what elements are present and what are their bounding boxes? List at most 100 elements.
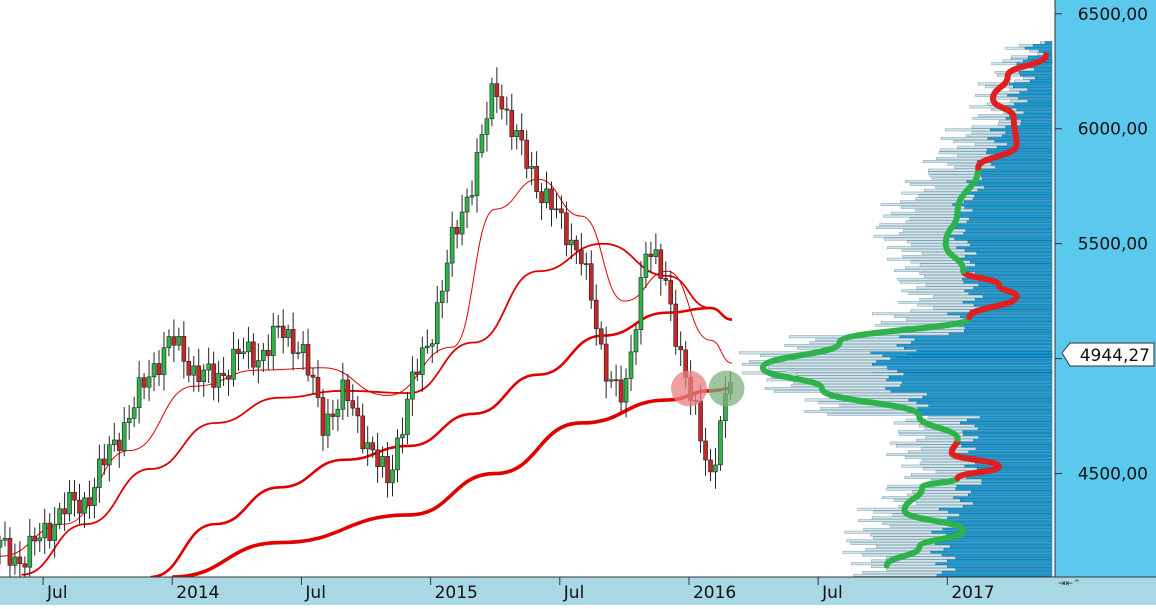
- profile-bar-light: [905, 418, 968, 422]
- profile-bar: [951, 223, 1053, 227]
- plot-background: [0, 0, 1055, 577]
- profile-bar: [957, 441, 1053, 445]
- profile-bar-light: [898, 300, 964, 304]
- candle-down: [564, 212, 569, 246]
- profile-bar-light: [876, 545, 951, 548]
- profile-bar-light: [915, 502, 974, 505]
- candle-down: [345, 379, 351, 401]
- candle-up: [126, 418, 132, 424]
- candle-down: [678, 346, 683, 351]
- profile-bar-light: [893, 315, 961, 318]
- profile-bar: [903, 372, 1053, 376]
- candle-down: [663, 278, 669, 281]
- profile-bar: [904, 346, 1053, 350]
- candle-up: [424, 345, 430, 349]
- candle-down: [266, 349, 271, 356]
- profile-bar: [952, 203, 1053, 206]
- candle-up: [569, 239, 574, 246]
- profile-bar-light: [901, 191, 966, 195]
- profile-bar-light: [993, 96, 1019, 100]
- profile-bar-light: [945, 128, 991, 132]
- profile-bar-light: [998, 122, 1022, 126]
- candle-down: [32, 535, 38, 542]
- candle-up: [439, 290, 445, 304]
- profile-bar-light: [862, 571, 943, 574]
- profile-bar: [981, 481, 1053, 485]
- profile-bar-light: [999, 119, 1022, 123]
- candle-up: [449, 227, 455, 264]
- x-tick-label: Jul: [304, 583, 326, 603]
- profile-bar-light: [919, 461, 976, 465]
- y-tick-label: 6000,00: [1078, 120, 1148, 140]
- profile-bar-light: [876, 226, 951, 229]
- profile-bar: [956, 246, 1053, 250]
- profile-bar-light: [871, 559, 948, 563]
- profile-bar: [1003, 105, 1053, 109]
- profile-bar: [935, 542, 1053, 545]
- profile-bar: [954, 237, 1053, 241]
- profile-bar-light: [906, 240, 969, 244]
- candle-up: [37, 537, 43, 542]
- profile-bar: [948, 234, 1053, 238]
- profile-bar: [947, 565, 1053, 568]
- profile-bar: [1021, 119, 1053, 123]
- candle-up: [231, 348, 236, 380]
- profile-bar: [876, 360, 1053, 363]
- profile-bar: [977, 188, 1053, 192]
- profile-bar-light: [804, 410, 909, 413]
- candle-up: [261, 349, 266, 361]
- profile-bar: [1018, 71, 1053, 74]
- profile-bar: [962, 430, 1053, 433]
- profile-bar: [963, 200, 1053, 204]
- y-tick-label: 5500,00: [1078, 235, 1148, 255]
- profile-bar: [955, 556, 1053, 560]
- profile-bar: [974, 424, 1053, 428]
- candle-up: [97, 458, 102, 488]
- profile-curve-segment: [942, 164, 982, 275]
- candle-up: [131, 407, 137, 419]
- candle-up: [121, 422, 127, 451]
- candle-down: [226, 375, 231, 380]
- profile-bar-light: [894, 269, 961, 273]
- candle-down: [171, 336, 177, 346]
- profile-bar: [975, 263, 1053, 267]
- scroll-arrows-icon[interactable]: ⇥⇤⌃: [1058, 579, 1081, 589]
- candle-up: [136, 377, 142, 409]
- scroll-arrows[interactable]: ⇥⇤⌃: [1058, 579, 1081, 589]
- profile-bar: [890, 390, 1053, 393]
- candle-down: [360, 415, 366, 450]
- candle-down: [549, 188, 554, 210]
- profile-bar-light: [1037, 52, 1044, 56]
- profile-bar: [980, 168, 1053, 172]
- candle-down: [102, 458, 107, 466]
- profile-bar: [975, 272, 1053, 275]
- profile-bar: [930, 550, 1053, 554]
- profile-bar: [964, 191, 1053, 195]
- profile-bar-light: [910, 309, 971, 313]
- profile-bar: [921, 413, 1053, 416]
- profile-bar: [888, 375, 1053, 379]
- profile-bar: [996, 145, 1053, 149]
- candle-up: [0, 539, 3, 548]
- candle-down: [280, 325, 286, 339]
- profile-bar-light: [965, 134, 1003, 137]
- profile-bar-light: [851, 562, 936, 566]
- profile-bar: [1001, 134, 1053, 137]
- candle-up: [275, 325, 281, 328]
- profile-bar: [949, 545, 1053, 548]
- candle-up: [464, 196, 470, 213]
- profile-bar: [954, 214, 1053, 218]
- profile-bar-light: [879, 223, 953, 227]
- profile-bar: [900, 384, 1053, 387]
- profile-bar: [1005, 131, 1053, 135]
- profile-bar: [955, 487, 1053, 491]
- profile-bar: [975, 461, 1053, 465]
- profile-bar-light: [901, 464, 965, 468]
- profile-bar: [950, 226, 1053, 229]
- profile-bar: [939, 507, 1053, 511]
- profile-bar: [1018, 96, 1053, 100]
- profile-bar: [968, 493, 1053, 497]
- profile-bar: [978, 283, 1053, 287]
- candle-down: [658, 249, 664, 279]
- profile-bar-light: [957, 145, 998, 149]
